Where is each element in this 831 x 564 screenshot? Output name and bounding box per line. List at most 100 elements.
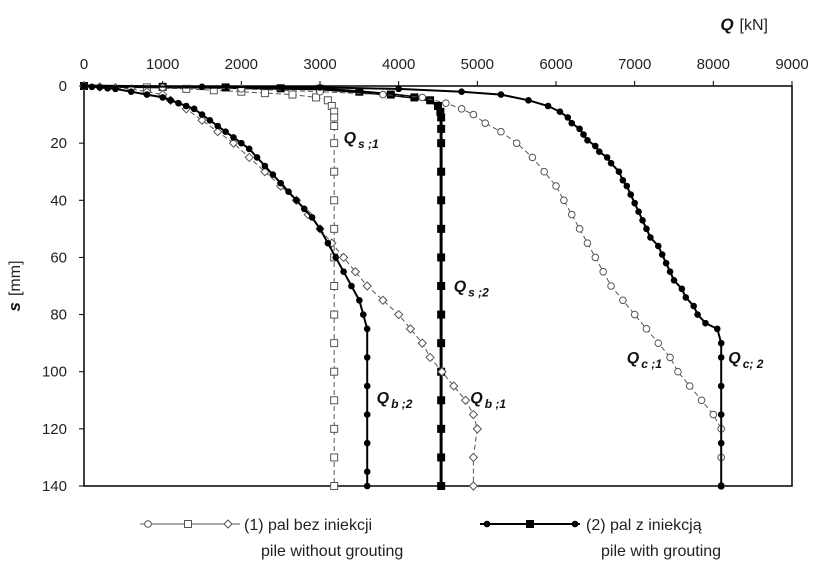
data-point-Qc2	[544, 102, 552, 110]
data-point-Qb2	[214, 122, 222, 130]
curve-label-main: Q	[627, 350, 640, 367]
curve-label-sub: s ;2	[468, 286, 489, 300]
series-Qs2	[80, 82, 446, 490]
x-tick-label: 9000	[775, 56, 808, 73]
data-point-Qc2	[556, 108, 564, 116]
data-point-Qs2	[437, 224, 446, 233]
data-point-Qc1	[619, 296, 627, 305]
data-point-Qs2	[386, 90, 395, 99]
data-point-Qc2	[643, 225, 650, 233]
data-point-Qc2	[580, 131, 587, 138]
data-point-Qs1	[330, 224, 339, 233]
data-point-Qb1	[393, 309, 404, 320]
data-point-Qc2	[690, 302, 697, 310]
data-point-Qs2	[426, 96, 435, 105]
y-axis-var: s	[5, 302, 24, 311]
data-point-Qs1	[330, 453, 339, 462]
y-tick-label: 100	[42, 364, 67, 381]
data-point-Qs2	[437, 124, 446, 133]
data-point-Qc2	[603, 154, 611, 161]
curve-label-main: Q	[454, 279, 467, 296]
data-point-Qc2	[678, 285, 686, 293]
x-tick-label: 8000	[697, 56, 730, 73]
data-point-Qc1	[418, 93, 427, 102]
data-point-Qb2	[363, 411, 371, 418]
data-point-Qc2	[592, 142, 599, 150]
legend-label-1-line1: (1) pal bez iniekcji	[244, 517, 372, 534]
legend-marker-diamond	[223, 519, 233, 529]
data-point-Qb1	[449, 381, 459, 391]
data-point-Qb2	[222, 128, 229, 136]
data-point-Qb2	[293, 196, 300, 204]
data-point-Qc2	[635, 208, 642, 216]
series-Qb2	[80, 82, 371, 490]
data-point-Qc2	[694, 311, 701, 318]
data-point-Qb1	[228, 138, 239, 148]
data-point-Qc2	[658, 251, 666, 258]
data-point-Qb2	[245, 145, 253, 153]
legend-entry-1: (1) pal bez iniekcji pile without groutin…	[140, 517, 403, 560]
data-point-Qc1	[591, 253, 600, 262]
data-point-Qc1	[697, 396, 706, 405]
data-point-Qc2	[564, 114, 572, 121]
data-point-Qc2	[647, 234, 654, 241]
data-point-Qs1	[330, 424, 339, 433]
data-point-Qb1	[472, 424, 483, 434]
data-point-Qb2	[277, 179, 284, 187]
data-point-Qb2	[190, 105, 198, 113]
data-point-Qs2	[276, 84, 285, 93]
data-point-Qb2	[356, 296, 363, 304]
data-point-Qs2	[437, 482, 446, 490]
data-point-Qc2	[717, 339, 725, 347]
data-point-Qs1	[330, 367, 339, 376]
data-point-Qb1	[460, 395, 471, 405]
data-point-Qc1	[481, 119, 490, 127]
data-point-Qc2	[717, 354, 725, 361]
curve-label-main: Q	[470, 390, 483, 407]
data-point-Qc1	[607, 282, 615, 290]
data-point-Qb2	[363, 325, 371, 333]
data-point-Qc2	[497, 91, 505, 98]
series-Qc1	[80, 82, 726, 490]
y-tick-label: 0	[59, 78, 67, 95]
data-point-Qs2	[437, 167, 446, 176]
data-point-Qc2	[525, 96, 532, 104]
data-point-Qb1	[338, 252, 349, 263]
data-point-Qb2	[363, 439, 371, 447]
x-tick-label: 1000	[146, 56, 179, 73]
data-point-Qs1	[330, 339, 339, 348]
data-point-Qs1	[330, 122, 339, 130]
legend-marker-circle	[144, 520, 152, 528]
data-point-Qc2	[80, 82, 88, 90]
data-point-Qc2	[458, 88, 465, 96]
data-point-Qs1	[330, 139, 339, 148]
series-line-Qc2	[83, 85, 723, 486]
data-point-Qc1	[528, 153, 537, 162]
data-point-Qb2	[238, 139, 245, 147]
data-point-Qc2	[717, 382, 725, 390]
data-point-Qb2	[363, 482, 371, 490]
data-point-Qb1	[425, 352, 435, 363]
data-point-Qc1	[654, 339, 663, 347]
data-point-Qs2	[437, 196, 446, 205]
data-point-Qb2	[253, 154, 261, 161]
series-line-Qb1	[83, 85, 478, 486]
curve-label-sub: b ;2	[391, 397, 413, 411]
data-point-Qs1	[330, 282, 339, 290]
data-point-Qc1	[575, 225, 584, 233]
data-point-Qc1	[666, 353, 674, 362]
legend-marker-filled-circle	[571, 520, 579, 528]
y-tick-label: 60	[50, 249, 67, 266]
data-point-Qb2	[285, 188, 292, 196]
series-layer	[79, 81, 726, 491]
data-point-Qb2	[363, 354, 371, 361]
data-point-Qc2	[682, 294, 690, 301]
data-point-Qb2	[332, 254, 340, 261]
data-point-Qc2	[198, 83, 206, 91]
data-point-Qs2	[437, 453, 446, 462]
data-point-Qc2	[717, 439, 725, 447]
data-point-Qs2	[437, 396, 446, 405]
